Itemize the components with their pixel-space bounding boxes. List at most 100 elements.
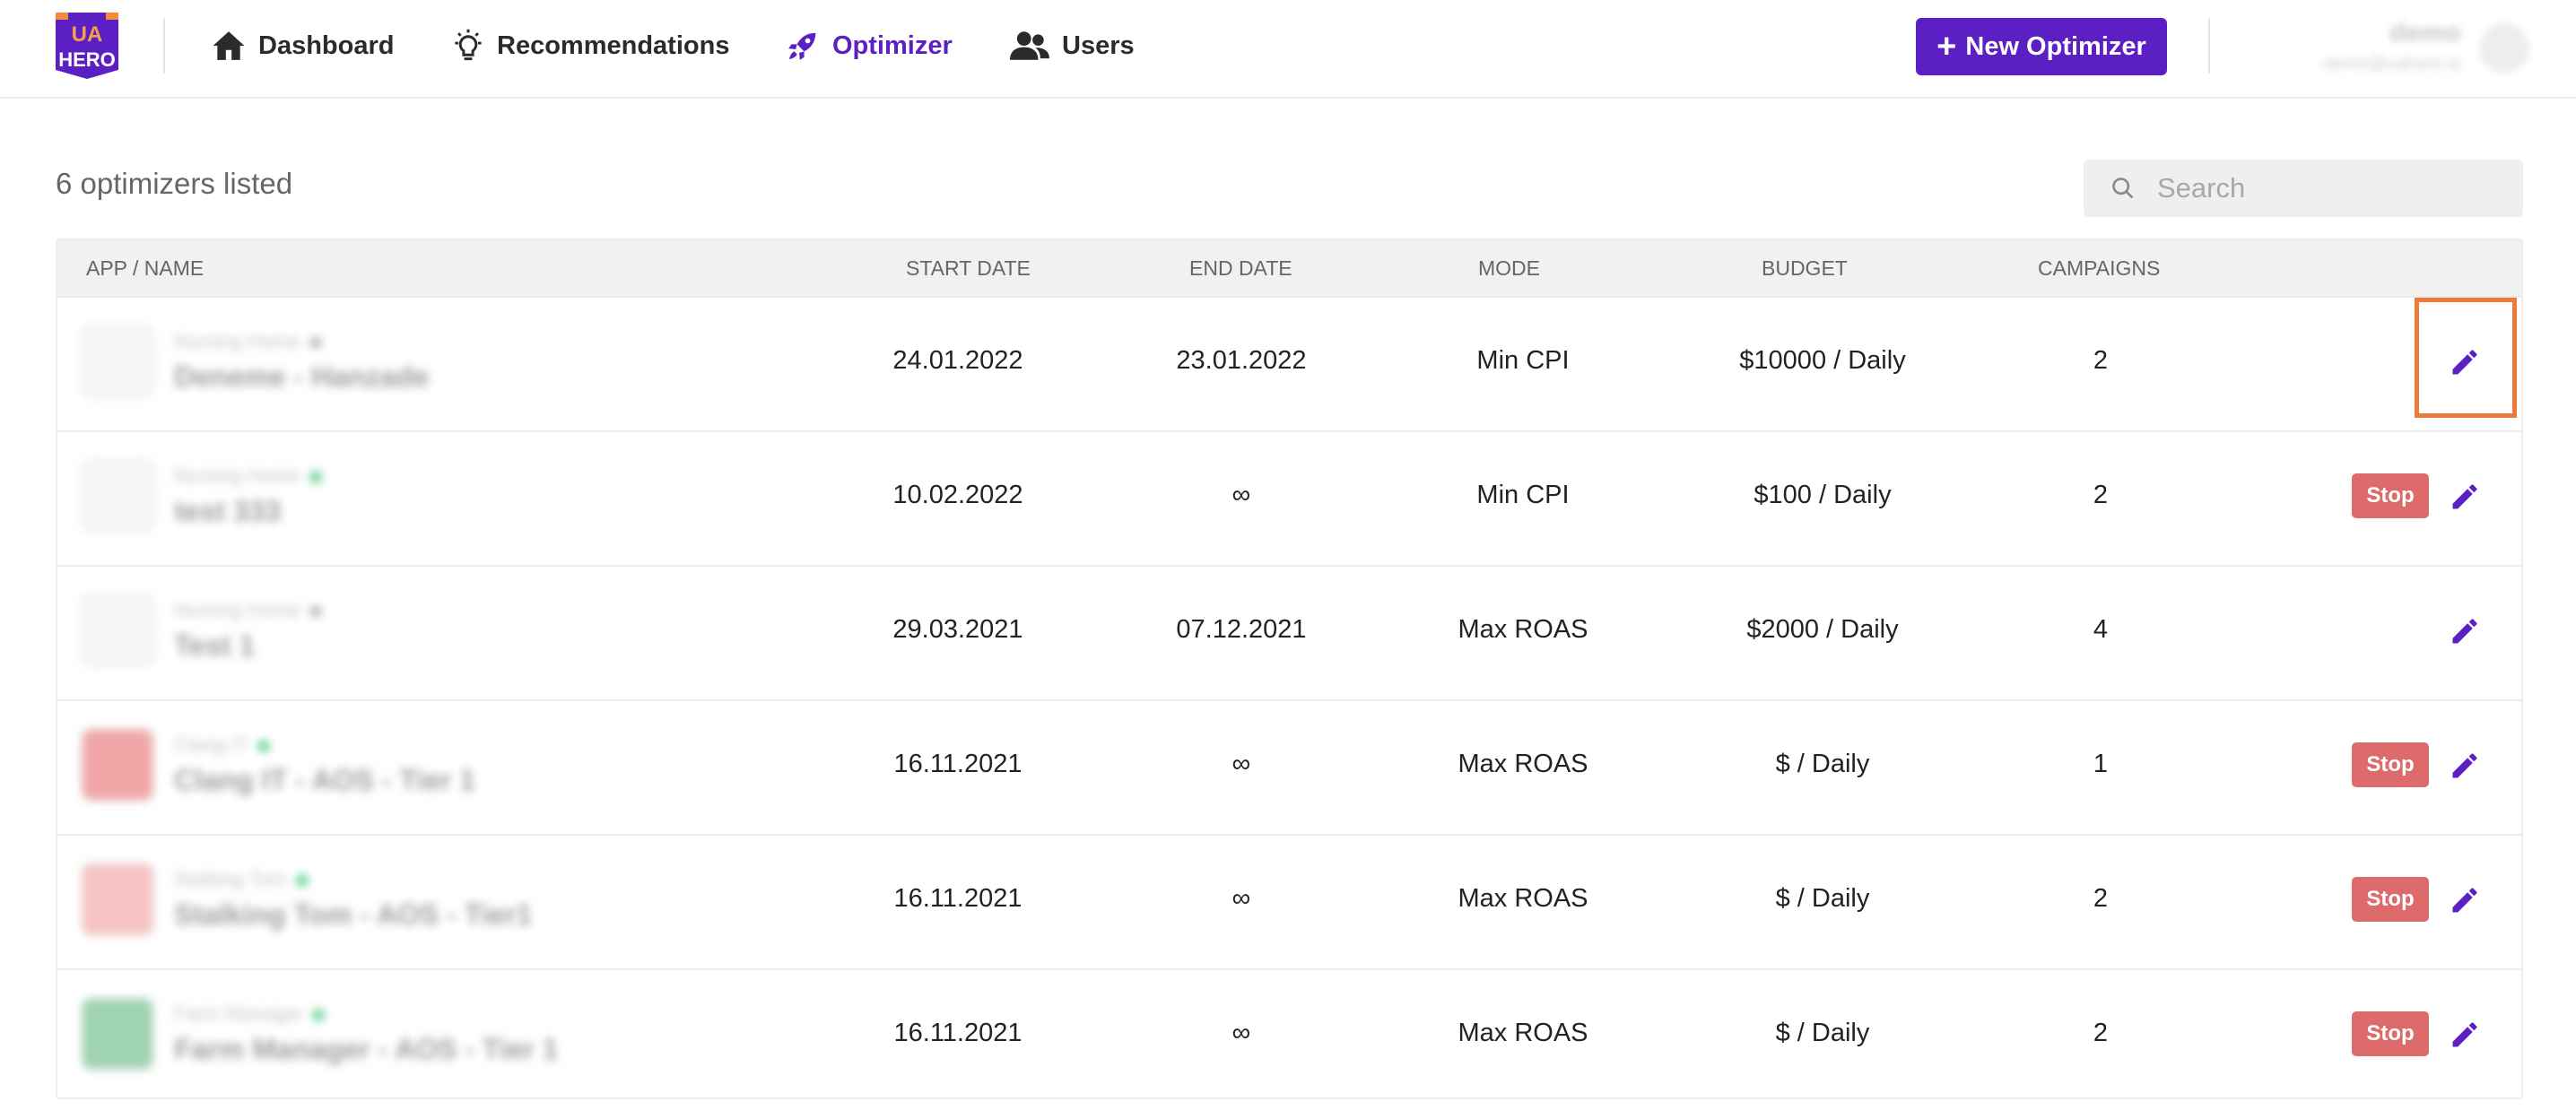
app-label: Nursing Home [174, 464, 322, 488]
search-icon [2112, 178, 2134, 199]
edit-icon[interactable] [2449, 884, 2481, 916]
nav-users-label: Users [1062, 30, 1135, 60]
optimizer-name: Farm Manager - AOS - Tier 1 [174, 1033, 559, 1065]
app-label: Stalking Tom [174, 868, 309, 891]
end-date: 07.12.2021 [1176, 615, 1307, 644]
app-thumbnail [81, 863, 154, 936]
end-date: ∞ [1231, 884, 1251, 913]
svg-text:UA: UA [72, 22, 103, 47]
home-icon [213, 31, 245, 60]
column-start-date: START DATE [906, 256, 1031, 280]
app-title: Clang IT [174, 733, 249, 756]
mode: Max ROAS [1458, 884, 1588, 913]
optimizer-name: Test 1 [174, 629, 256, 662]
end-date: ∞ [1231, 750, 1251, 778]
search-box [2084, 160, 2523, 217]
table-row[interactable]: Nursing Home Deneme - Hanzade 24.01.2022 23… [57, 296, 2521, 430]
status-dot [309, 605, 322, 619]
edit-icon[interactable] [2449, 615, 2481, 647]
optimizer-name: Deneme - Hanzade [174, 360, 430, 393]
app-thumbnail [81, 325, 154, 398]
campaigns: 4 [2093, 615, 2109, 644]
status-dot [257, 740, 271, 753]
app-info: Nursing Home Deneme - Hanzade [81, 325, 565, 405]
stop-button[interactable]: Stop [2352, 1011, 2429, 1056]
app-title: Stalking Tom [174, 868, 287, 890]
app-info: Farm Manager Farm Manager - AOS - Tier 1 [81, 997, 565, 1078]
table-row[interactable]: Clang IT Clang IT - AOS - Tier 1 16.11.202… [57, 699, 2521, 834]
stop-button[interactable]: Stop [2352, 473, 2429, 518]
new-optimizer-label: New Optimizer [1965, 31, 2146, 61]
user-menu[interactable]: demo demo@uahero.io [2251, 13, 2547, 84]
status-dot [312, 1009, 326, 1022]
nav-users[interactable]: Users [1010, 25, 1135, 66]
app-label: Clang IT [174, 733, 271, 757]
user-name: demo [2389, 18, 2461, 48]
plus-icon: + [1936, 28, 1957, 65]
header-divider [2208, 18, 2210, 74]
new-optimizer-button[interactable]: + New Optimizer [1916, 18, 2167, 75]
budget: $ / Daily [1775, 884, 1870, 913]
nav-divider [163, 18, 165, 74]
svg-text:HERO: HERO [58, 48, 116, 71]
table-header: APP / NAME START DATE END DATE MODE BUDG… [57, 240, 2521, 296]
app-title: Farm Manager [174, 1002, 304, 1025]
edit-icon[interactable] [2449, 346, 2481, 378]
status-dot [309, 471, 322, 484]
app-info: Nursing Home Test 1 [81, 594, 565, 674]
start-date: 29.03.2021 [892, 615, 1023, 644]
status-dot [295, 874, 309, 888]
avatar [2479, 23, 2529, 74]
search-input[interactable] [2155, 171, 2500, 205]
edit-icon[interactable] [2449, 1019, 2481, 1051]
budget: $ / Daily [1775, 1019, 1870, 1047]
table-row[interactable]: Nursing Home Test 1 29.03.2021 07.12.2021 Ma… [57, 565, 2521, 699]
app-thumbnail [81, 459, 154, 533]
nav-recommendations-label: Recommendations [497, 30, 730, 60]
logo[interactable]: UA HERO [52, 9, 122, 81]
nav-recommendations[interactable]: Recommendations [452, 25, 729, 66]
column-app-name: APP / NAME [86, 256, 205, 280]
optimizer-count: 6 optimizers listed [56, 167, 293, 200]
app-thumbnail [81, 594, 154, 667]
campaigns: 2 [2093, 346, 2109, 375]
optimizer-name: test 333 [174, 495, 282, 527]
optimizer-name: Clang IT - AOS - Tier 1 [174, 764, 476, 796]
column-mode: MODE [1478, 256, 1540, 280]
mode: Min CPI [1476, 346, 1570, 375]
budget: $ / Daily [1775, 750, 1870, 778]
table-row[interactable]: Nursing Home test 333 10.02.2022 ∞ Min CPI $1… [57, 430, 2521, 565]
column-budget: BUDGET [1762, 256, 1848, 280]
mode: Min CPI [1476, 481, 1570, 509]
stop-button[interactable]: Stop [2352, 877, 2429, 922]
nav-dashboard[interactable]: Dashboard [212, 25, 394, 66]
table-row[interactable]: Farm Manager Farm Manager - AOS - Tier 1 1… [57, 968, 2521, 1103]
users-icon [1010, 31, 1049, 60]
mode: Max ROAS [1458, 750, 1588, 778]
edit-icon[interactable] [2449, 481, 2481, 513]
table-row[interactable]: Stalking Tom Stalking Tom - AOS - Tier1 16… [57, 834, 2521, 968]
campaigns: 2 [2093, 1019, 2109, 1047]
end-date: ∞ [1231, 481, 1251, 509]
app-title: Nursing Home [174, 330, 300, 352]
nav-dashboard-label: Dashboard [258, 30, 395, 60]
user-email: demo@uahero.io [2323, 54, 2461, 74]
start-date: 16.11.2021 [893, 1019, 1023, 1047]
edit-icon[interactable] [2449, 750, 2481, 782]
stop-button[interactable]: Stop [2352, 742, 2429, 787]
app-info: Nursing Home test 333 [81, 459, 565, 540]
app-thumbnail [81, 728, 154, 802]
app-title: Nursing Home [174, 599, 300, 621]
optimizers-table: APP / NAME START DATE END DATE MODE BUDG… [56, 239, 2523, 1099]
app-info: Stalking Tom Stalking Tom - AOS - Tier1 [81, 863, 565, 943]
campaigns: 1 [2093, 750, 2109, 778]
budget: $100 / Daily [1754, 481, 1892, 509]
column-end-date: END DATE [1189, 256, 1292, 280]
status-dot [309, 336, 322, 350]
top-navbar: UA HERO Dashboard Recommendations Optim [0, 0, 2576, 99]
app-label: Nursing Home [174, 330, 322, 353]
optimizer-name: Stalking Tom - AOS - Tier1 [174, 898, 533, 931]
mode: Max ROAS [1458, 615, 1588, 644]
nav-optimizer[interactable]: Optimizer [786, 25, 953, 66]
app-label: Farm Manager [174, 1002, 326, 1026]
